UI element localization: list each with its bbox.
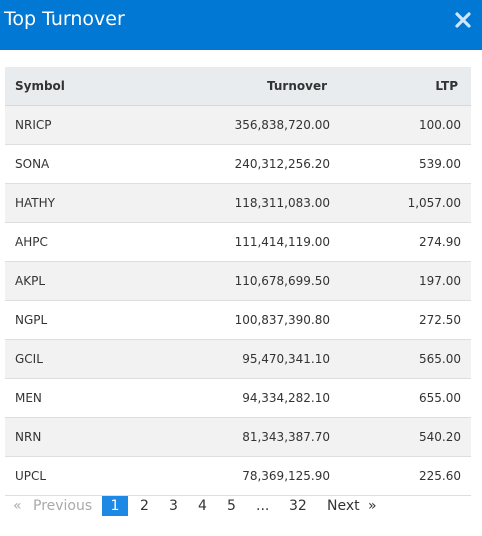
page-link-3[interactable]: 3 — [169, 498, 178, 514]
previous-page-link[interactable]: Previous — [33, 498, 93, 514]
cell-ltp: 274.90 — [419, 235, 461, 249]
cell-ltp: 1,057.00 — [407, 196, 461, 210]
cell-turnover: 95,470,341.10 — [242, 352, 330, 366]
first-page-link[interactable]: « — [13, 498, 22, 514]
cell-ltp: 197.00 — [419, 274, 461, 288]
cell-turnover: 100,837,390.80 — [234, 313, 330, 327]
column-header-symbol[interactable]: Symbol — [15, 79, 65, 93]
cell-ltp: 540.20 — [419, 430, 461, 444]
table-row: SONA 240,312,256.20 539.00 — [5, 145, 471, 184]
table-row: MEN 94,334,282.10 655.00 — [5, 379, 471, 418]
cell-symbol: GCIL — [15, 352, 43, 366]
cell-turnover: 111,414,119.00 — [234, 235, 330, 249]
page-link-5[interactable]: 5 — [227, 498, 236, 514]
cell-ltp: 565.00 — [419, 352, 461, 366]
table-header: Symbol Turnover LTP — [5, 67, 471, 106]
cell-turnover: 78,369,125.90 — [242, 469, 330, 483]
cell-ltp: 539.00 — [419, 157, 461, 171]
pagination-ellipsis: ... — [256, 498, 270, 514]
cell-turnover: 356,838,720.00 — [234, 118, 330, 132]
cell-ltp: 655.00 — [419, 391, 461, 405]
page-link-2[interactable]: 2 — [140, 498, 149, 514]
dialog-header: Top Turnover — [0, 0, 482, 50]
column-header-ltp[interactable]: LTP — [435, 79, 458, 93]
next-page-link[interactable]: Next — [327, 498, 360, 514]
page-link-32[interactable]: 32 — [289, 498, 307, 514]
table-row: NRICP 356,838,720.00 100.00 — [5, 106, 471, 145]
cell-symbol: NRICP — [15, 118, 52, 132]
cell-symbol: AHPC — [15, 235, 48, 249]
table-row: NGPL 100,837,390.80 272.50 — [5, 301, 471, 340]
table-row: GCIL 95,470,341.10 565.00 — [5, 340, 471, 379]
cell-symbol: AKPL — [15, 274, 45, 288]
cell-symbol: NRN — [15, 430, 42, 444]
turnover-table: Symbol Turnover LTP NRICP 356,838,720.00… — [5, 67, 471, 496]
table-row: HATHY 118,311,083.00 1,057.00 — [5, 184, 471, 223]
cell-turnover: 118,311,083.00 — [234, 196, 330, 210]
cell-turnover: 81,343,387.70 — [242, 430, 330, 444]
cell-symbol: SONA — [15, 157, 50, 171]
column-header-turnover[interactable]: Turnover — [267, 79, 327, 93]
table-row: AHPC 111,414,119.00 274.90 — [5, 223, 471, 262]
cell-ltp: 272.50 — [419, 313, 461, 327]
cell-turnover: 94,334,282.10 — [242, 391, 330, 405]
cell-symbol: MEN — [15, 391, 42, 405]
cell-symbol: UPCL — [15, 469, 47, 483]
cell-symbol: NGPL — [15, 313, 48, 327]
cell-turnover: 240,312,256.20 — [234, 157, 330, 171]
table-row: AKPL 110,678,699.50 197.00 — [5, 262, 471, 301]
table-row: UPCL 78,369,125.90 225.60 — [5, 457, 471, 496]
page-link-1[interactable]: 1 — [102, 496, 128, 516]
dialog-title: Top Turnover — [4, 8, 125, 30]
cell-turnover: 110,678,699.50 — [234, 274, 330, 288]
last-page-link[interactable]: » — [368, 498, 377, 514]
page-link-4[interactable]: 4 — [198, 498, 207, 514]
close-icon[interactable] — [454, 11, 472, 29]
cell-ltp: 225.60 — [419, 469, 461, 483]
cell-ltp: 100.00 — [419, 118, 461, 132]
table-row: NRN 81,343,387.70 540.20 — [5, 418, 471, 457]
cell-symbol: HATHY — [15, 196, 55, 210]
